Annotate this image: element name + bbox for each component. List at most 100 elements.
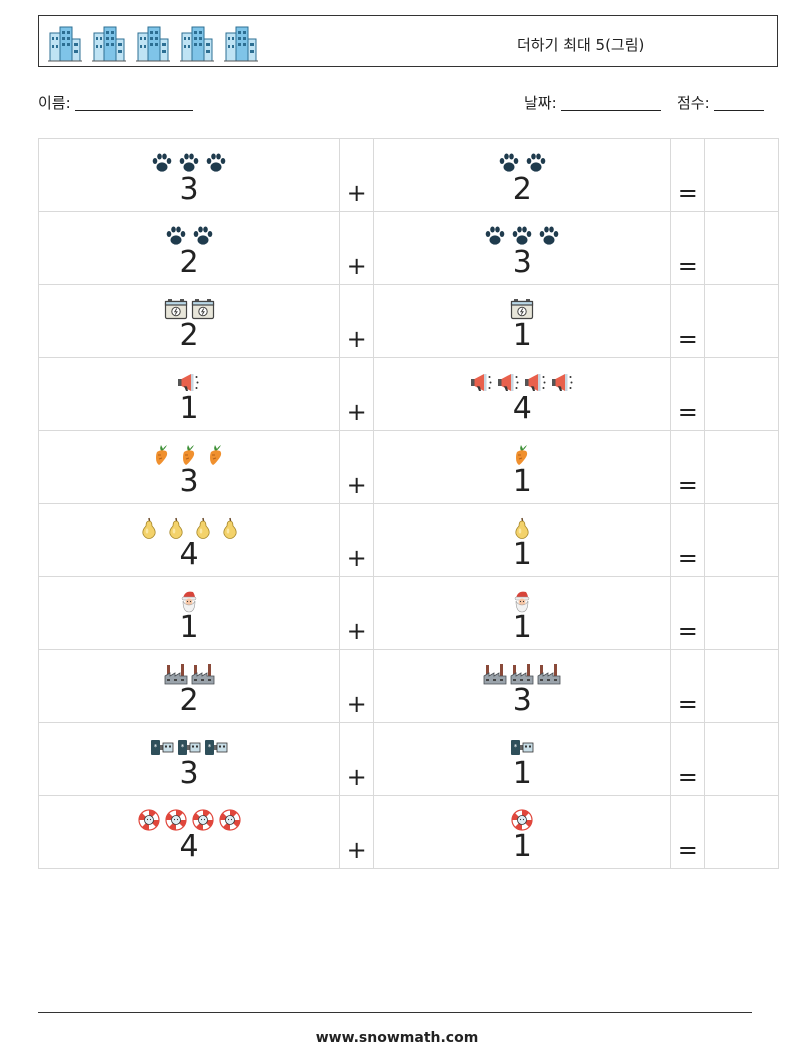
problem-row: 2 +3 =	[37, 649, 779, 723]
term-cell-b: 1	[373, 795, 672, 869]
paw-icon	[177, 151, 201, 175]
lifebuoy-icon	[191, 808, 215, 832]
lifebuoy-icon	[218, 808, 242, 832]
lifebuoy-icon	[510, 808, 534, 832]
term-number: 2	[179, 683, 199, 718]
date-label: 날짜:	[524, 94, 557, 112]
svg-text:*: *	[154, 743, 158, 751]
building-icon	[47, 23, 83, 63]
plus-cell: +	[339, 430, 375, 504]
term-cell-a: 2	[37, 284, 341, 358]
picture-group: * * *	[150, 733, 228, 761]
svg-text:*: *	[514, 743, 518, 751]
term-number: 3	[179, 464, 199, 499]
picture-group	[483, 222, 561, 250]
term-number: 1	[179, 610, 199, 645]
pear-icon	[191, 516, 215, 540]
picture-group	[150, 149, 228, 177]
building-icon	[179, 23, 215, 63]
term-number: 4	[179, 537, 199, 572]
picture-group	[510, 514, 534, 542]
building-icon	[135, 23, 171, 63]
equals-sign: =	[677, 836, 698, 864]
answer-cell[interactable]	[704, 430, 779, 504]
equals-cell: =	[670, 503, 706, 577]
problem-row: 1 +4 =	[37, 357, 779, 431]
term-cell-a: 1	[37, 357, 341, 431]
answer-cell[interactable]	[704, 649, 779, 723]
equals-cell: =	[670, 357, 706, 431]
answer-cell[interactable]	[704, 284, 779, 358]
answer-cell[interactable]	[704, 357, 779, 431]
picture-group	[497, 149, 548, 177]
battery-icon	[164, 297, 188, 321]
plus-sign: +	[346, 325, 367, 353]
term-cell-b: 1	[373, 503, 672, 577]
term-cell-b: 3	[373, 211, 672, 285]
paw-icon	[524, 151, 548, 175]
term-number: 1	[512, 829, 532, 864]
answer-cell[interactable]	[704, 138, 779, 212]
battery-icon	[510, 297, 534, 321]
plus-sign: +	[346, 398, 367, 426]
plus-sign: +	[346, 836, 367, 864]
usb-icon: *	[177, 735, 201, 759]
footer-divider	[38, 1012, 752, 1013]
pear-icon	[137, 516, 161, 540]
picture-group	[510, 587, 534, 615]
plus-cell: +	[339, 649, 375, 723]
equals-sign: =	[677, 763, 698, 791]
equals-cell: =	[670, 138, 706, 212]
term-number: 1	[179, 391, 199, 426]
picture-group	[177, 587, 201, 615]
carrot-icon	[510, 443, 534, 467]
paw-icon	[204, 151, 228, 175]
score-blank[interactable]	[713, 94, 764, 111]
equals-sign: =	[677, 398, 698, 426]
answer-cell[interactable]	[704, 722, 779, 796]
answer-cell[interactable]	[704, 211, 779, 285]
plus-cell: +	[339, 138, 375, 212]
term-cell-a: 2	[37, 649, 341, 723]
term-cell-b: 1	[373, 576, 672, 650]
factory-icon	[483, 662, 507, 686]
term-cell-a: 4	[37, 795, 341, 869]
usb-icon: *	[150, 735, 174, 759]
megaphone-icon	[470, 370, 494, 394]
paw-icon	[191, 224, 215, 248]
term-number: 1	[512, 537, 532, 572]
equals-sign: =	[677, 252, 698, 280]
term-number: 2	[179, 318, 199, 353]
lifebuoy-icon	[164, 808, 188, 832]
name-blank[interactable]	[74, 94, 193, 111]
paw-icon	[497, 151, 521, 175]
footer-url: www.snowmath.com	[315, 1030, 479, 1046]
term-cell-a: 4	[37, 503, 341, 577]
pear-icon	[510, 516, 534, 540]
term-cell-b: 2	[373, 138, 672, 212]
plus-sign: +	[346, 690, 367, 718]
plus-sign: +	[346, 179, 367, 207]
problem-row: 2 +3 =	[37, 211, 779, 285]
plus-cell: +	[339, 211, 375, 285]
term-number: 3	[512, 683, 532, 718]
plus-sign: +	[346, 544, 367, 572]
picture-group	[483, 660, 561, 688]
term-number: 2	[179, 245, 199, 280]
factory-icon	[510, 662, 534, 686]
answer-cell[interactable]	[704, 503, 779, 577]
equals-cell: =	[670, 722, 706, 796]
problem-row: 3 +1 =	[37, 430, 779, 504]
term-number: 2	[512, 172, 532, 207]
equals-sign: =	[677, 690, 698, 718]
answer-cell[interactable]	[704, 576, 779, 650]
plus-cell: +	[339, 357, 375, 431]
answer-cell[interactable]	[704, 795, 779, 869]
date-blank[interactable]	[560, 94, 661, 111]
equals-cell: =	[670, 576, 706, 650]
equals-cell: =	[670, 649, 706, 723]
santa-icon	[510, 589, 534, 613]
term-cell-b: 4	[373, 357, 672, 431]
equals-cell: =	[670, 430, 706, 504]
factory-icon	[164, 662, 188, 686]
